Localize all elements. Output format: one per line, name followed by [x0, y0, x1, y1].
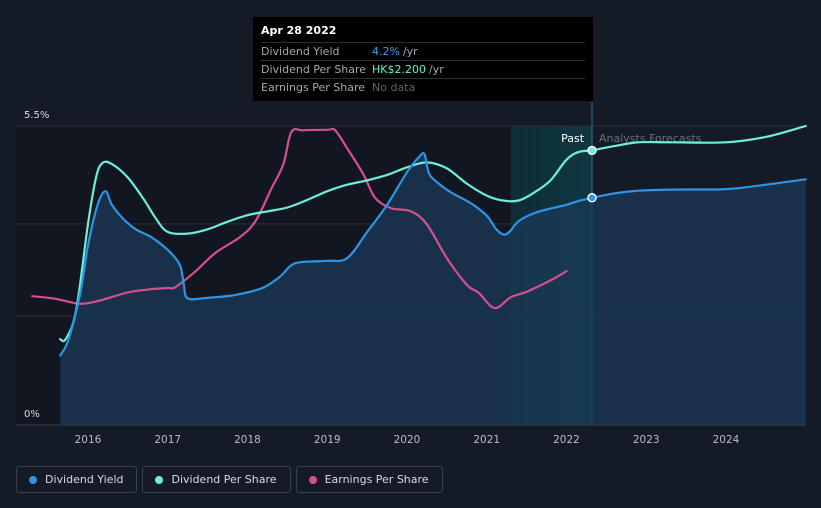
y-tick-label: 0%	[24, 409, 40, 420]
series-area-dividend-yield	[60, 153, 593, 425]
series-line-earnings-per-share	[31, 127, 568, 310]
x-tick-label: 2024	[713, 434, 740, 446]
x-tick-label: 2021	[473, 434, 500, 446]
tooltip-label: Dividend Per Share	[261, 63, 367, 76]
series-line-dividend-per-share	[590, 124, 807, 152]
x-tick-label: 2020	[394, 434, 421, 446]
tooltip-label: Earnings Per Share	[261, 81, 366, 94]
legend-label: Dividend Per Share	[171, 473, 277, 486]
series-line-dividend-yield	[590, 178, 807, 199]
tooltip-unit: /yr	[402, 45, 418, 58]
chart-legend: Dividend Yield Dividend Per Share Earnin…	[16, 466, 443, 493]
tooltip-unit: /yr	[428, 63, 444, 76]
dividend-yield-marker	[587, 193, 597, 203]
tooltip-value: HK$2.200	[372, 63, 426, 76]
legend-dot-icon	[308, 475, 317, 484]
tooltip-label: Dividend Yield	[261, 45, 340, 58]
x-tick-label: 2022	[553, 434, 580, 446]
x-tick-label: 2023	[633, 434, 660, 446]
x-tick-label: 2016	[75, 434, 102, 446]
tooltip-value: 4.2%	[372, 45, 400, 58]
series-area-dividend-yield	[592, 179, 806, 425]
legend-item-dividend-yield[interactable]: Dividend Yield	[16, 466, 138, 493]
tooltip-value: No data	[372, 81, 416, 94]
legend-dot-icon	[29, 475, 37, 484]
past-label: Past	[561, 132, 585, 145]
legend-item-dividend-per-share[interactable]: Dividend Per Share	[142, 466, 291, 493]
chart-tooltip: Apr 28 2022 Dividend Yield 4.2% /yr Divi…	[253, 17, 593, 101]
x-tick-label: 2019	[314, 434, 341, 446]
legend-item-earnings-per-share[interactable]: Earnings Per Share	[295, 466, 443, 493]
tooltip-date: Apr 28 2022	[261, 24, 337, 37]
tooltip-row-earnings-per-share: Earnings Per Share No data	[261, 78, 585, 96]
x-tick-label: 2017	[154, 434, 181, 446]
tooltip-row-dividend-per-share: Dividend Per Share HK$2.200 /yr	[261, 60, 585, 78]
series-line-dividend-per-share	[59, 149, 594, 343]
legend-label: Dividend Yield	[45, 473, 124, 486]
legend-label: Earnings Per Share	[324, 473, 429, 486]
y-tick-label: 5.5%	[24, 110, 49, 121]
legend-dot-icon	[155, 475, 164, 484]
x-tick-label: 2018	[234, 434, 261, 446]
dividend-per-share-marker	[587, 145, 597, 156]
series-line-dividend-yield	[59, 152, 594, 357]
tooltip-row-dividend-yield: Dividend Yield 4.2% /yr	[261, 42, 585, 60]
